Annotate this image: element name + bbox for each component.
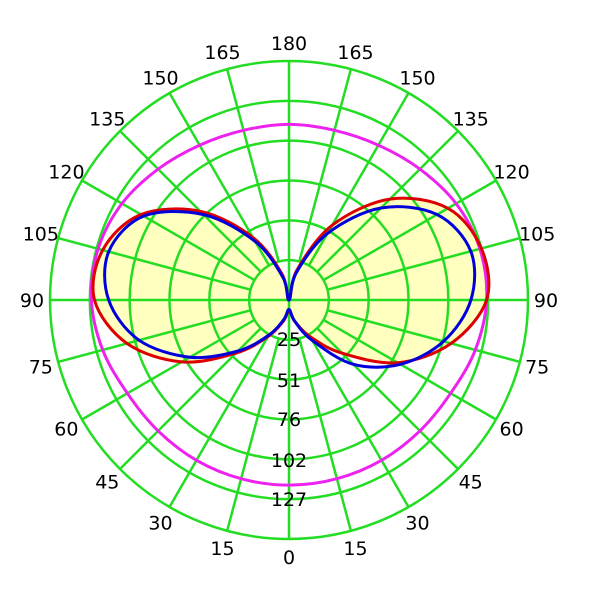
distribution-fill — [92, 198, 489, 363]
angle-label-left-8: 120 — [48, 162, 84, 184]
grid-spoke-60 — [322, 318, 497, 421]
radial-label-2: 76 — [277, 409, 301, 431]
angle-label-right-7: 120 — [493, 162, 529, 184]
label-layer: 0 15 30 45 60 75 90 105 120 135 150 165 180 15 30 45 60 7… — [20, 33, 558, 569]
angle-label-left-9: 135 — [89, 108, 125, 130]
grid-spoke-105 — [327, 236, 521, 291]
angle-label-right-5: 90 — [534, 290, 558, 312]
angle-label-left-0: 0 — [283, 547, 295, 569]
angle-label-left-5: 75 — [29, 357, 53, 379]
grid-spoke-30 — [307, 333, 410, 508]
grid-spoke-285 — [57, 309, 251, 364]
angle-label-right-0: 15 — [343, 538, 367, 560]
radial-label-1: 51 — [277, 370, 301, 392]
angle-label-left-7: 105 — [23, 224, 59, 246]
grid-spoke-15 — [298, 338, 353, 532]
angle-label-right-6: 105 — [519, 224, 555, 246]
radial-label-4: 127 — [271, 489, 307, 511]
angle-label-left-6: 90 — [20, 290, 44, 312]
angle-label-left-3: 45 — [95, 472, 119, 494]
grid-spoke-225 — [119, 130, 262, 273]
angle-label-right-1: 30 — [405, 513, 429, 535]
angle-label-left-11: 165 — [204, 42, 240, 64]
grid-spoke-75 — [327, 309, 521, 364]
grid-spoke-300 — [81, 318, 256, 421]
grid-spoke-255 — [57, 236, 251, 291]
angle-label-left-4: 60 — [54, 419, 78, 441]
angle-label-left-12: 180 — [271, 33, 307, 55]
grid-spoke-165 — [298, 68, 353, 262]
grid-spoke-330 — [168, 333, 271, 508]
series-blue-curve — [103, 205, 477, 369]
series-layer — [89, 122, 491, 487]
fill-layer — [92, 198, 489, 363]
grid-spoke-345 — [225, 338, 280, 532]
angle-label-left-10: 150 — [142, 67, 178, 89]
angle-label-left-1: 15 — [210, 538, 234, 560]
angle-label-right-2: 45 — [459, 472, 483, 494]
grid-spoke-195 — [225, 68, 280, 262]
grid-spoke-240 — [81, 179, 256, 282]
angle-label-right-9: 150 — [399, 67, 435, 89]
radial-label-3: 102 — [271, 450, 307, 472]
angle-label-right-10: 165 — [337, 42, 373, 64]
angle-label-right-4: 75 — [525, 357, 549, 379]
angle-label-left-2: 30 — [148, 513, 172, 535]
angle-label-right-8: 135 — [453, 108, 489, 130]
series-magenta-curve — [89, 122, 489, 487]
radial-label-0: 25 — [277, 329, 301, 351]
grid-spoke-120 — [322, 179, 497, 282]
grid-spoke-135 — [316, 130, 459, 273]
angle-label-right-3: 60 — [500, 419, 524, 441]
